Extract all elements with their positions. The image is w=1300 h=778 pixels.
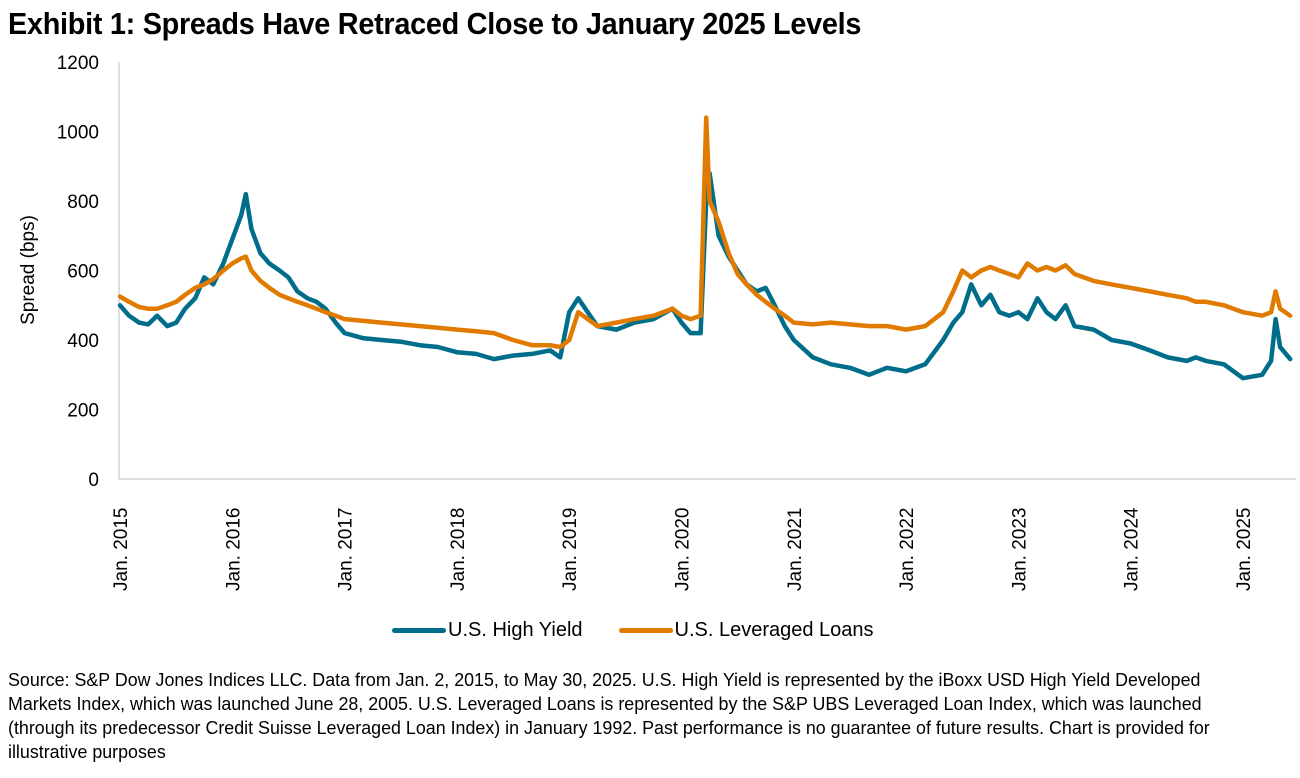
chart-legend: U.S. High Yield U.S. Leveraged Loans — [392, 619, 910, 642]
y-tick-label: 600 — [67, 262, 99, 283]
x-tick-label: Jan. 2021 — [785, 508, 806, 591]
y-tick-label: 400 — [67, 331, 99, 352]
y-tick-label: 1200 — [57, 53, 99, 74]
legend-item-leveraged-loans: U.S. Leveraged Loans — [618, 619, 874, 642]
series-layer — [117, 115, 1293, 381]
legend-swatch-high-yield — [392, 628, 446, 633]
x-tick-label: Jan. 2019 — [560, 508, 581, 591]
y-axis-label: Spread (bps) — [18, 215, 39, 325]
x-tick-label: Jan. 2023 — [1009, 508, 1030, 591]
legend-label-high-yield: U.S. High Yield — [448, 619, 583, 641]
x-tick-label: Jan. 2020 — [673, 508, 694, 591]
y-tick-label: 1000 — [57, 123, 99, 144]
y-tick-label: 200 — [67, 401, 99, 422]
source-note: Source: S&P Dow Jones Indices LLC. Data … — [8, 669, 1210, 762]
y-axis-ticks: 0 200 400 600 800 1000 1200 — [57, 53, 99, 491]
chart-title: Exhibit 1: Spreads Have Retraced Close t… — [8, 6, 862, 41]
x-tick-label: Jan. 2025 — [1234, 508, 1255, 591]
x-tick-label: Jan. 2015 — [111, 508, 132, 591]
x-tick-label: Jan. 2017 — [336, 508, 357, 591]
x-tick-label: Jan. 2018 — [448, 508, 469, 591]
x-tick-label: Jan. 2022 — [897, 508, 918, 591]
legend-item-high-yield: U.S. High Yield — [392, 619, 583, 642]
y-tick-label: 0 — [88, 470, 99, 491]
series-line-leveraged-loans — [117, 115, 1293, 350]
y-tick-label: 800 — [67, 192, 99, 213]
x-tick-label: Jan. 2016 — [223, 508, 244, 591]
legend-swatch-leveraged-loans — [618, 628, 673, 633]
x-tick-label: Jan. 2024 — [1122, 507, 1143, 591]
legend-label-leveraged-loans: U.S. Leveraged Loans — [674, 619, 874, 641]
line-chart: 0 200 400 600 800 1000 1200 Jan. 2015 Jan. 2016… — [18, 53, 1296, 591]
x-axis-ticks: Jan. 2015 Jan. 2016 Jan. 2017 Jan. 2018 Jan.… — [111, 507, 1255, 591]
